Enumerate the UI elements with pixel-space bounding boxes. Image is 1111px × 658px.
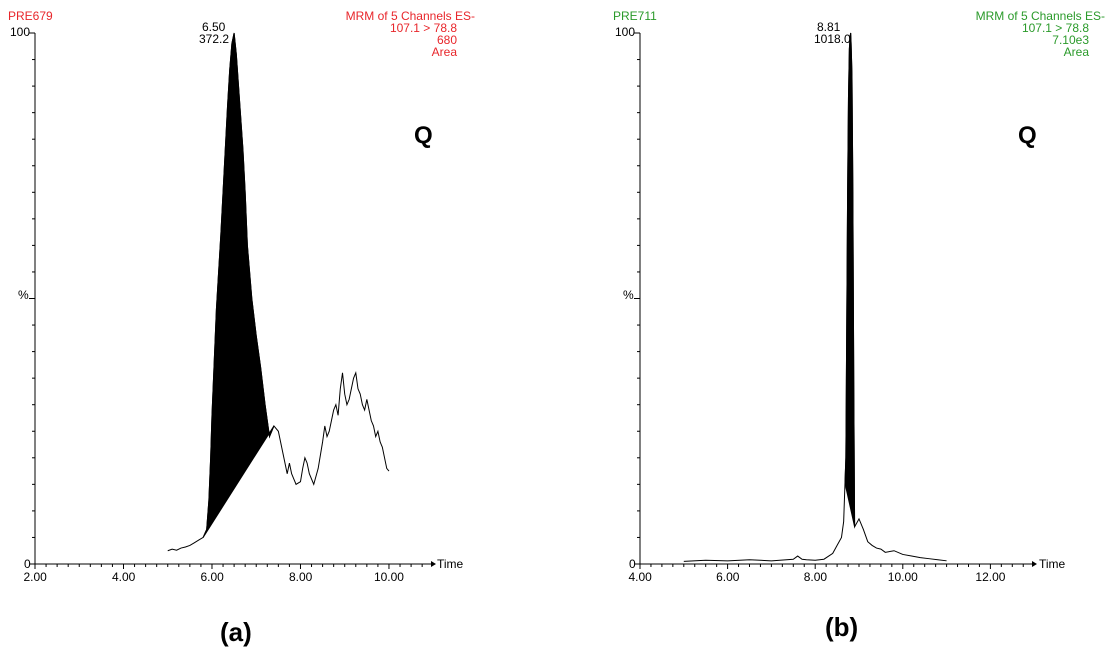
panel-caption: (b) xyxy=(825,612,859,642)
chromatogram-trace xyxy=(683,32,947,562)
y-tick-100: 100 xyxy=(615,25,636,39)
peak-area-label: 372.2 xyxy=(199,32,230,46)
sample-id: PRE711 xyxy=(613,9,657,23)
header-line-4: Area xyxy=(1063,45,1089,59)
y-tick-0: 0 xyxy=(24,557,31,571)
chromatogram-panel-b: PRE711 100 % 0 MRM of 5 Channels ES- 107… xyxy=(555,0,1111,658)
x-tick-label: 8.00 xyxy=(803,570,828,584)
header-line-1: MRM of 5 Channels ES- xyxy=(975,9,1105,23)
x-axis-label: Time xyxy=(1039,557,1066,571)
x-tick-label: 4.00 xyxy=(111,570,136,584)
y-tick-100: 100 xyxy=(10,25,31,39)
y-axis-label: % xyxy=(18,288,29,302)
chromatogram-panel-a: PRE679 100 % 0 MRM of 5 Channels ES- 107… xyxy=(0,0,555,658)
y-axis-label: % xyxy=(623,288,634,302)
x-axis-arrow xyxy=(431,561,436,567)
peak-time-label: 6.50 xyxy=(202,20,226,34)
header-line-2: 107.1 > 78.8 xyxy=(1021,21,1089,35)
x-tick-label: 6.00 xyxy=(716,570,740,584)
x-tick-label: 6.00 xyxy=(200,570,224,584)
header-line-3: 680 xyxy=(436,33,457,47)
y-tick-0: 0 xyxy=(629,557,636,571)
peak-time-label: 8.81 xyxy=(817,20,841,34)
quantifier-marker: Q xyxy=(414,122,433,149)
quantifier-marker: Q xyxy=(1018,122,1037,149)
peak-area-label: 1018.0 xyxy=(814,32,851,46)
chromatogram-plot-a xyxy=(29,32,436,569)
x-tick-label: 8.00 xyxy=(288,570,313,584)
x-tick-label: 10.00 xyxy=(373,570,404,584)
x-tick-label: 10.00 xyxy=(887,570,918,584)
x-axis-arrow xyxy=(1032,561,1037,567)
header-line-3: 7.10e3 xyxy=(1052,33,1089,47)
header-line-1: MRM of 5 Channels ES- xyxy=(345,9,475,23)
x-tick-label: 2.00 xyxy=(23,570,47,584)
x-tick-label: 4.00 xyxy=(628,570,652,584)
panel-caption: (a) xyxy=(220,617,252,647)
integrated-peak-area xyxy=(202,32,275,538)
sample-id: PRE679 xyxy=(8,9,53,23)
header-line-2: 107.1 > 78.8 xyxy=(389,21,457,35)
chromatogram-plot-b xyxy=(634,32,1037,569)
header-line-4: Area xyxy=(431,45,457,59)
x-axis-label: Time xyxy=(437,557,464,571)
chromatogram-trace xyxy=(167,32,390,552)
x-tick-label: 12.00 xyxy=(975,570,1006,584)
